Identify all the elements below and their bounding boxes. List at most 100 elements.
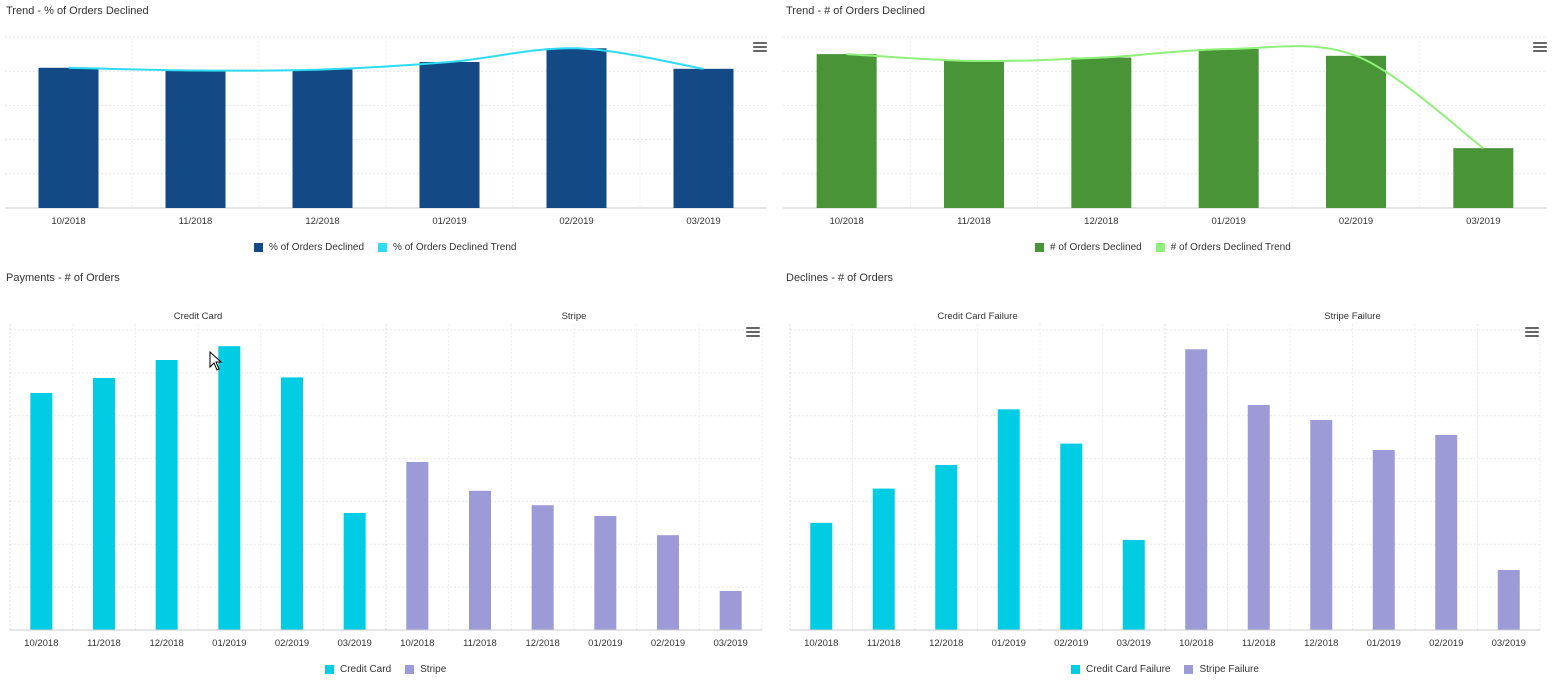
bar[interactable] xyxy=(531,505,554,630)
chart-menu-icon[interactable] xyxy=(753,42,767,54)
bar[interactable] xyxy=(997,409,1020,630)
bar[interactable] xyxy=(30,393,53,630)
bar[interactable] xyxy=(935,465,958,630)
legend-swatch xyxy=(405,665,415,674)
trend-line[interactable] xyxy=(68,47,704,72)
legend-declines: Credit Card Failure Stripe Failure xyxy=(1071,664,1259,675)
legend-num-declined: # of Orders Declined # of Orders Decline… xyxy=(1035,242,1291,253)
x-tick-label: 02/2019 xyxy=(275,638,309,649)
x-tick-label: 02/2019 xyxy=(559,216,593,227)
facet-label: Stripe Failure xyxy=(1324,311,1381,322)
bar[interactable] xyxy=(1198,48,1259,208)
chart-menu-icon[interactable] xyxy=(1533,42,1547,54)
x-tick-label: 03/2019 xyxy=(686,216,720,227)
x-tick-label: 03/2019 xyxy=(1492,638,1526,649)
legend-label: Stripe Failure xyxy=(1199,664,1259,675)
x-tick-label: 03/2019 xyxy=(1117,638,1151,649)
legend-label: Credit Card xyxy=(340,664,392,675)
x-tick-label: 02/2019 xyxy=(651,638,685,649)
x-tick-label: 03/2019 xyxy=(1466,216,1500,227)
legend-label: % of Orders Declined xyxy=(269,242,365,253)
bar[interactable] xyxy=(1497,570,1520,630)
x-tick-label: 11/2018 xyxy=(463,638,497,649)
legend-item-stripe[interactable]: Stripe xyxy=(405,664,446,675)
bar[interactable] xyxy=(93,378,115,630)
legend-item-pct-declined[interactable]: % of Orders Declined xyxy=(254,242,364,253)
bar[interactable] xyxy=(1185,349,1208,630)
panel-title-declines: Declines - # of Orders xyxy=(786,272,893,284)
chart-menu-icon[interactable] xyxy=(746,327,760,339)
bar[interactable] xyxy=(1060,443,1083,630)
bar[interactable] xyxy=(816,54,877,208)
legend-swatch xyxy=(1155,243,1165,252)
x-tick-label: 01/2019 xyxy=(432,216,466,227)
x-tick-label: 10/2018 xyxy=(24,638,58,649)
chart-payments: Credit Card 10/2018 11/2018 12/2018 01/2019 0… xyxy=(9,308,763,649)
bar[interactable] xyxy=(810,522,833,630)
bar[interactable] xyxy=(594,516,617,630)
bar[interactable] xyxy=(406,462,429,630)
x-tick-label: 01/2019 xyxy=(212,638,246,649)
bar[interactable] xyxy=(719,591,742,630)
bar[interactable] xyxy=(419,61,480,208)
x-tick-label: 12/2018 xyxy=(929,638,963,649)
legend-pct-declined: % of Orders Declined % of Orders Decline… xyxy=(254,242,516,253)
chart-menu-icon[interactable] xyxy=(1525,327,1539,339)
legend-item-num-declined-trend[interactable]: # of Orders Declined Trend xyxy=(1155,242,1291,253)
trend-line[interactable] xyxy=(846,45,1484,149)
legend-item-pct-declined-trend[interactable]: % of Orders Declined Trend xyxy=(378,242,516,253)
legend-label: # of Orders Declined Trend xyxy=(1170,242,1291,253)
legend-item-credit-card-failure[interactable]: Credit Card Failure xyxy=(1071,664,1170,675)
bar[interactable] xyxy=(343,513,366,630)
bar[interactable] xyxy=(1310,420,1333,630)
x-tick-label: 10/2018 xyxy=(829,216,863,227)
x-tick-label: 03/2019 xyxy=(713,638,747,649)
x-tick-label: 10/2018 xyxy=(1179,638,1213,649)
legend-item-credit-card[interactable]: Credit Card xyxy=(325,664,391,675)
bar[interactable] xyxy=(1122,540,1145,630)
legend-label: % of Orders Declined Trend xyxy=(393,242,517,253)
chart-declines: Credit Card Failure 10/2018 11/2018 12/2018… xyxy=(789,308,1541,649)
bar[interactable] xyxy=(1247,405,1270,630)
legend-swatch xyxy=(1184,665,1194,674)
bar[interactable] xyxy=(944,60,1004,208)
bar[interactable] xyxy=(165,70,226,209)
bar[interactable] xyxy=(155,360,178,630)
legend-swatch xyxy=(254,243,263,252)
facet-label: Credit Card xyxy=(174,311,223,322)
x-tick-label: 02/2019 xyxy=(1054,638,1088,649)
legend-label: Credit Card Failure xyxy=(1086,664,1171,675)
bar[interactable] xyxy=(1372,450,1395,630)
x-tick-label: 11/2018 xyxy=(867,638,901,649)
x-tick-label: 11/2018 xyxy=(87,638,121,649)
x-tick-label: 03/2019 xyxy=(337,638,371,649)
bar[interactable] xyxy=(281,377,303,630)
x-tick-label: 12/2018 xyxy=(305,216,339,227)
bar[interactable] xyxy=(292,69,353,208)
x-tick-label: 02/2019 xyxy=(1429,638,1463,649)
legend-item-stripe-failure[interactable]: Stripe Failure xyxy=(1184,664,1259,675)
bar[interactable] xyxy=(872,488,895,630)
bar[interactable] xyxy=(38,67,99,208)
x-tick-label: 01/2019 xyxy=(1211,216,1245,227)
bar[interactable] xyxy=(657,535,679,630)
bar[interactable] xyxy=(1453,148,1514,208)
bar[interactable] xyxy=(218,346,241,630)
bar[interactable] xyxy=(1071,57,1132,208)
bar[interactable] xyxy=(673,68,734,208)
bar[interactable] xyxy=(1326,55,1386,208)
legend-swatch xyxy=(378,243,388,252)
legend-item-num-declined[interactable]: # of Orders Declined xyxy=(1035,242,1142,253)
x-tick-label: 02/2019 xyxy=(1339,216,1373,227)
legend-swatch xyxy=(1071,665,1080,674)
legend-swatch xyxy=(325,665,334,674)
facet-label: Stripe xyxy=(562,311,587,322)
bar[interactable] xyxy=(1435,435,1458,630)
x-tick-label: 10/2018 xyxy=(804,638,838,649)
legend-label: Stripe xyxy=(420,664,447,675)
bar[interactable] xyxy=(546,48,607,209)
bar[interactable] xyxy=(469,490,491,630)
chart-payments-svg: Credit Card 10/2018 11/2018 12/2018 01/2019 0… xyxy=(9,311,763,649)
x-tick-label: 01/2019 xyxy=(992,638,1026,649)
x-axis-labels-pct-declined: 10/2018 11/2018 12/2018 01/2019 02/2019 03/20… xyxy=(51,216,720,227)
